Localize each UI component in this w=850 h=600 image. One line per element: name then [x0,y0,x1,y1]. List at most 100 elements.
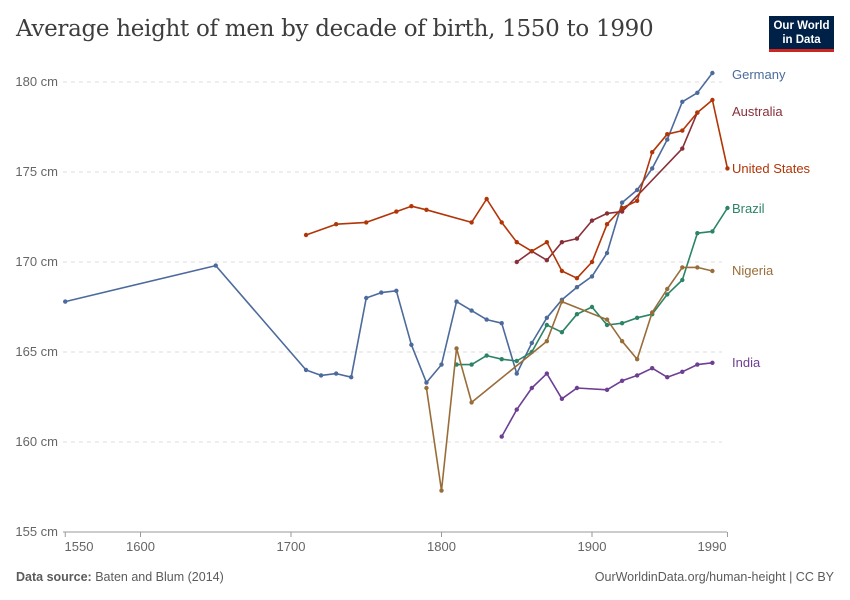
data-point-united-states [634,198,640,203]
series-label-nigeria: Nigeria [732,263,774,278]
x-tick-label: 1900 [578,539,607,554]
y-tick-label: 170 cm [15,254,58,269]
series-line-brazil [456,207,729,366]
data-point-australia [544,258,550,263]
series-label-germany: Germany [732,67,786,82]
data-point-germany [63,299,68,304]
data-point-nigeria [650,310,655,315]
data-point-germany [213,263,218,268]
data-point-germany [619,200,625,205]
source-label: Data source: [16,570,92,584]
data-point-india [604,387,610,392]
data-point-nigeria [695,265,700,270]
data-point-united-states [364,220,369,225]
y-tick-label: 180 cm [15,74,58,89]
footer-url[interactable]: OurWorldinData.org/human-height | CC BY [594,570,834,584]
series-line-germany [65,72,714,384]
data-point-nigeria [424,385,429,391]
logo-line2: in Data [782,34,821,46]
data-point-nigeria [710,268,715,274]
data-point-germany [454,299,459,304]
data-point-germany [379,290,384,295]
data-point-brazil [544,322,550,328]
data-point-india [680,369,685,374]
data-point-germany [333,371,339,376]
data-point-united-states [574,276,580,281]
series-label-brazil: Brazil [732,201,765,216]
data-point-nigeria [439,488,444,493]
y-tick-label: 165 cm [15,344,58,359]
data-point-germany [634,187,640,193]
x-tick-label: 1990 [698,539,727,554]
data-point-united-states [303,232,309,238]
data-point-united-states [499,220,504,225]
data-point-brazil [559,330,565,335]
data-point-india [544,371,550,376]
data-point-germany [303,367,309,373]
data-point-brazil [695,231,700,236]
data-point-australia [514,259,519,265]
data-point-germany [349,375,354,380]
data-point-germany [514,371,519,376]
data-point-germany [529,340,534,346]
data-point-united-states [589,259,595,265]
data-point-india [529,385,534,391]
data-point-brazil [725,205,730,211]
data-point-brazil [484,353,489,358]
data-point-brazil [469,362,474,367]
data-point-germany [544,315,550,320]
data-point-germany [604,250,610,256]
x-tick-label: 1550 [65,539,94,554]
data-point-australia [604,211,610,216]
data-point-australia [680,146,685,151]
data-point-united-states [665,132,670,137]
data-point-germany [364,295,369,301]
data-point-india [665,375,670,380]
series-line-nigeria [425,266,713,492]
x-tick-label: 1600 [126,539,155,554]
data-point-brazil [634,315,640,320]
data-point-germany [424,380,429,385]
data-point-germany [665,137,670,142]
data-point-germany [680,99,685,105]
data-point-brazil [619,321,625,326]
data-point-india [619,378,625,383]
source-text: Baten and Blum (2014) [95,570,224,584]
data-point-germany [650,166,655,171]
data-point-germany [439,362,444,367]
data-point-brazil [665,292,670,297]
data-point-india [574,385,580,391]
data-point-nigeria [469,400,474,405]
data-point-germany [574,285,580,290]
series-line-india [501,362,713,437]
logo-line1: Our World [773,20,830,32]
series-label-united-states: United States [732,161,811,176]
owid-logo[interactable]: Our World in Data [769,16,834,52]
y-tick-label: 175 cm [15,164,58,179]
data-point-united-states [650,150,655,155]
data-point-united-states [680,128,685,133]
data-point-brazil [680,277,685,283]
data-point-brazil [710,229,715,234]
data-point-united-states [484,196,489,202]
data-point-united-states [619,205,625,211]
chart-title: Average height of men by decade of birth… [16,16,654,42]
data-point-united-states [725,166,730,171]
data-point-australia [619,209,625,214]
data-point-united-states [710,97,715,103]
data-point-united-states [559,268,565,274]
data-point-india [499,434,504,439]
data-point-united-states [424,207,429,212]
data-point-nigeria [604,317,610,322]
data-point-germany [484,317,489,322]
series-label-india: India [732,355,761,370]
data-point-united-states [529,249,534,254]
data-point-brazil [604,322,610,328]
data-point-germany [499,321,504,326]
data-point-nigeria [559,299,565,304]
data-point-united-states [604,222,610,227]
data-point-germany [469,308,474,313]
data-point-india [559,396,565,401]
data-point-brazil [514,358,519,364]
